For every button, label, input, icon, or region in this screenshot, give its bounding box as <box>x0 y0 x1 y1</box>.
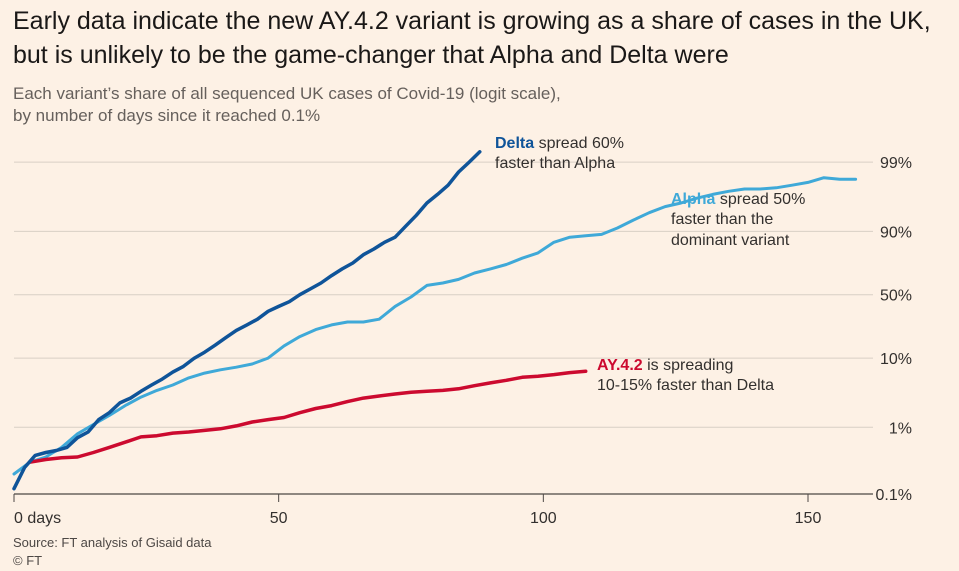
subtitle-line-1: Each variant’s share of all sequenced UK… <box>13 84 561 103</box>
y-axis-ticks: 0.1% 1% 10% 50% 90% 99% <box>876 155 912 504</box>
chart-subtitle: Each variant’s share of all sequenced UK… <box>13 83 713 127</box>
y-tick-label: 50% <box>880 288 912 305</box>
series-line-ay42 <box>28 369 588 464</box>
x-tick-label: 100 <box>530 510 557 527</box>
annotation-ay42-name: AY.4.2 <box>597 357 643 374</box>
gridlines <box>14 161 873 495</box>
y-tick-label: 0.1% <box>876 487 912 504</box>
y-tick-label: 90% <box>880 224 912 241</box>
annotation-delta-name: Delta <box>495 135 534 152</box>
annotation-alpha-line3: dominant variant <box>671 232 790 249</box>
annotation-ay42-line2: 10-15% faster than Delta <box>597 377 774 394</box>
chart-title: Early data indicate the new AY.4.2 varia… <box>13 7 931 69</box>
annotation-alpha-name: Alpha <box>671 191 716 208</box>
x-tick-label: 0 days <box>14 510 61 527</box>
annotation-alpha: Alpha spread 50% <box>671 191 805 208</box>
chart-footer: Source: FT analysis of Gisaid data © FT <box>13 534 211 570</box>
series-lines <box>12 150 858 491</box>
x-tick-label: 150 <box>795 510 822 527</box>
y-tick-label: 99% <box>880 155 912 172</box>
annotation-delta: Delta spread 60% <box>495 135 624 152</box>
subtitle-line-2: by number of days since it reached 0.1% <box>13 106 321 125</box>
annotation-alpha-text: spread 50% <box>715 191 805 208</box>
series-line-alpha <box>12 176 858 476</box>
y-tick-label: 1% <box>889 420 912 437</box>
x-axis-ticks: 0 days 50 100 150 <box>13 494 822 527</box>
annotation-delta-line2: faster than Alpha <box>495 155 615 172</box>
source-note: Source: FT analysis of Gisaid data <box>13 535 212 550</box>
annotation-ay42: AY.4.2 is spreading <box>597 357 733 374</box>
annotation-delta-text: spread 60% <box>534 135 624 152</box>
annotation-alpha-line2: faster than the <box>671 211 773 228</box>
x-tick-label: 50 <box>270 510 288 527</box>
series-line-delta <box>12 150 482 491</box>
annotation-ay42-text: is spreading <box>643 357 734 374</box>
y-tick-label: 10% <box>880 351 912 368</box>
ft-credit: © FT <box>13 553 43 568</box>
